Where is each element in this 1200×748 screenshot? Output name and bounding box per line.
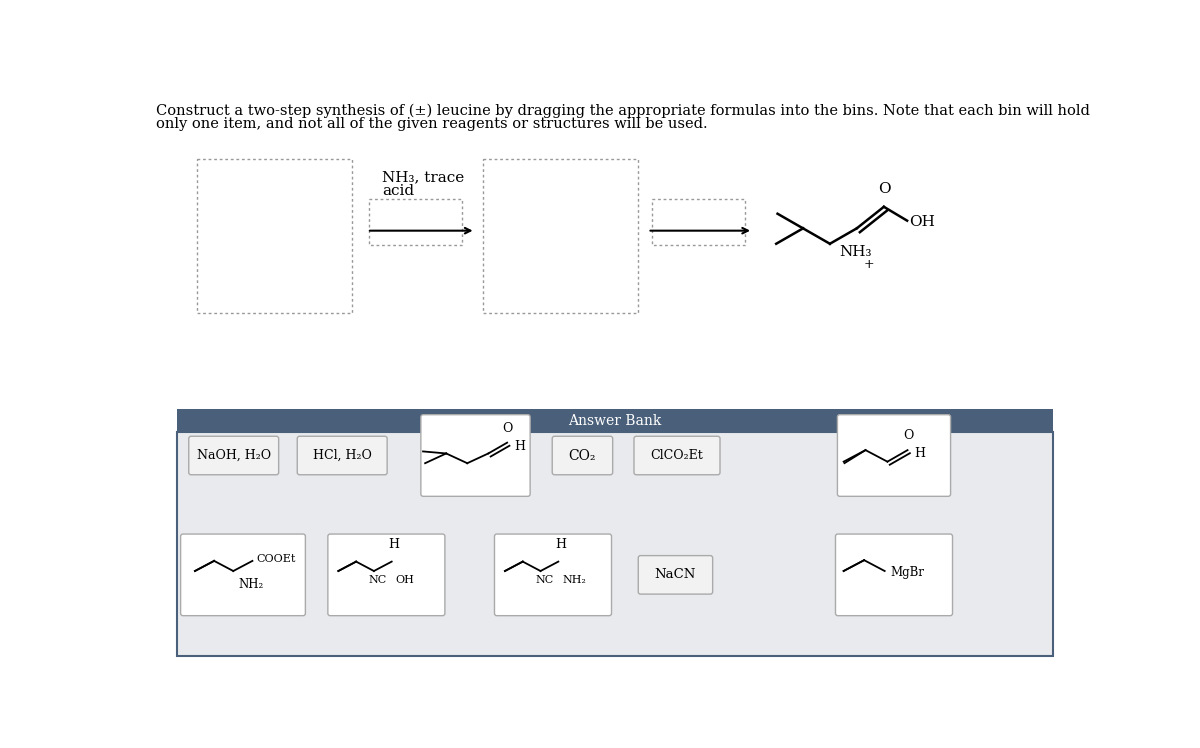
FancyBboxPatch shape bbox=[638, 556, 713, 594]
Text: NC: NC bbox=[368, 575, 388, 586]
Text: MgBr: MgBr bbox=[890, 566, 925, 579]
FancyBboxPatch shape bbox=[835, 534, 953, 616]
FancyBboxPatch shape bbox=[298, 436, 388, 475]
FancyBboxPatch shape bbox=[328, 534, 445, 616]
FancyBboxPatch shape bbox=[494, 534, 612, 616]
Text: H: H bbox=[389, 538, 400, 551]
FancyBboxPatch shape bbox=[421, 414, 530, 497]
Text: +: + bbox=[864, 257, 875, 271]
Text: Answer Bank: Answer Bank bbox=[569, 414, 661, 428]
Text: Construct a two-step synthesis of (±) leucine by dragging the appropriate formul: Construct a two-step synthesis of (±) le… bbox=[156, 104, 1090, 118]
Text: ClCO₂Et: ClCO₂Et bbox=[650, 449, 703, 462]
Text: O: O bbox=[904, 429, 913, 442]
Text: O: O bbox=[878, 182, 890, 196]
Text: O: O bbox=[503, 422, 514, 435]
Text: NH₂: NH₂ bbox=[239, 577, 264, 591]
Text: HCl, H₂O: HCl, H₂O bbox=[313, 449, 372, 462]
Text: H: H bbox=[514, 440, 526, 453]
Text: OH: OH bbox=[910, 215, 935, 229]
Text: only one item, and not all of the given reagents or structures will be used.: only one item, and not all of the given … bbox=[156, 117, 708, 132]
Text: OH: OH bbox=[396, 575, 414, 586]
Text: H: H bbox=[556, 538, 566, 551]
Text: NH₂: NH₂ bbox=[562, 575, 586, 586]
Bar bbox=[178, 432, 1052, 656]
Text: acid: acid bbox=[383, 185, 415, 198]
Bar bbox=[178, 409, 1052, 432]
FancyBboxPatch shape bbox=[634, 436, 720, 475]
FancyBboxPatch shape bbox=[552, 436, 613, 475]
Text: NaCN: NaCN bbox=[655, 568, 696, 581]
FancyBboxPatch shape bbox=[188, 436, 278, 475]
Text: NH₃, trace: NH₃, trace bbox=[383, 171, 464, 185]
FancyBboxPatch shape bbox=[181, 534, 305, 616]
Text: CO₂: CO₂ bbox=[569, 449, 596, 462]
Text: COOEt: COOEt bbox=[257, 554, 295, 564]
Text: NC: NC bbox=[535, 575, 553, 586]
Text: NaOH, H₂O: NaOH, H₂O bbox=[197, 449, 271, 462]
Text: NH₃: NH₃ bbox=[839, 245, 871, 260]
Text: H: H bbox=[914, 447, 925, 461]
FancyBboxPatch shape bbox=[838, 414, 950, 497]
